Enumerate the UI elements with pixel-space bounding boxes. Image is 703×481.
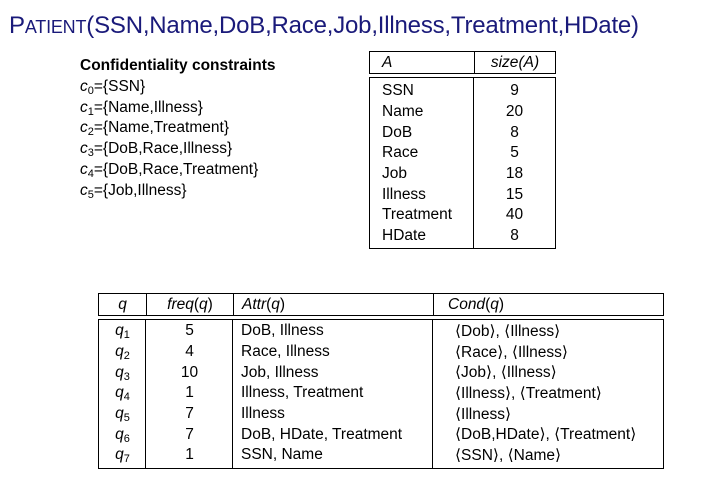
attribute-table-header: A size(A) (369, 51, 556, 74)
query-condition: ⟨Race⟩, ⟨Illness⟩ (455, 343, 568, 361)
attribute-size-table: A size(A) SSN 9 Name 20 DoB 8 Race 5 Job 18 Illnes… (369, 51, 556, 249)
constraint-item: c1={Name,Illness} (80, 98, 203, 118)
attribute-table-body: SSN 9 Name 20 DoB 8 Race 5 Job 18 Illness 15 Treatme… (369, 77, 556, 249)
query-row: q7 1 SSN, Name ⟨SSN⟩, ⟨Name⟩ (99, 445, 663, 466)
query-attributes: DoB, HDate, Treatment (241, 425, 403, 443)
constraint-item: c4={DoB,Race,Treatment} (80, 160, 259, 180)
attribute-size: 20 (505, 103, 524, 121)
header-condition: Cond(q) (433, 294, 663, 315)
constraint-item: c0={SSN} (80, 77, 146, 97)
column-divider (232, 320, 233, 468)
query-condition: ⟨SSN⟩, ⟨Name⟩ (455, 446, 562, 464)
attribute-row: Job 18 (370, 164, 555, 185)
query-id: q7 (115, 446, 130, 466)
query-condition: ⟨Job⟩, ⟨Illness⟩ (455, 364, 557, 382)
column-divider (432, 320, 433, 468)
attribute-size: 8 (510, 123, 519, 141)
query-table-header: q freq(q) Attr(q) Cond(q) (98, 293, 664, 316)
attribute-name: Race (382, 144, 419, 162)
query-attributes: Job, Illness (241, 363, 319, 381)
query-attributes: DoB, Illness (241, 322, 324, 340)
attribute-size: 9 (510, 82, 519, 100)
query-row: q4 1 Illness, Treatment ⟨Illness⟩, ⟨Treatme… (99, 383, 663, 404)
header-frequency: freq(q) (146, 294, 233, 315)
attribute-size: 18 (505, 165, 524, 183)
query-condition: ⟨Illness⟩ (455, 405, 512, 423)
query-row: q6 7 DoB, HDate, Treatment ⟨DoB,HDate⟩, ⟨Tr… (99, 424, 663, 445)
query-id: q6 (115, 425, 130, 445)
query-id: q1 (115, 322, 130, 342)
query-id: q2 (115, 343, 130, 363)
query-condition: ⟨DoB,HDate⟩, ⟨Treatment⟩ (455, 426, 637, 444)
query-row: q5 7 Illness ⟨Illness⟩ (99, 404, 663, 425)
constraint-item: c3={DoB,Race,Illness} (80, 140, 233, 160)
attribute-row: Race 5 (370, 143, 555, 164)
attribute-row: DoB 8 (370, 122, 555, 143)
query-frequency: 1 (185, 384, 194, 402)
attribute-name: Illness (382, 185, 426, 203)
attribute-name: SSN (382, 82, 414, 100)
query-row: q2 4 Race, Illness ⟨Race⟩, ⟨Illness⟩ (99, 342, 663, 363)
attribute-name: Job (382, 165, 407, 183)
attribute-row: HDate 8 (370, 226, 555, 247)
constraint-item: c2={Name,Treatment} (80, 119, 229, 139)
query-frequency: 10 (180, 363, 199, 381)
column-divider (473, 78, 474, 248)
attribute-row: Treatment 40 (370, 205, 555, 226)
attribute-size: 8 (510, 227, 519, 245)
query-id: q5 (115, 405, 130, 425)
attribute-name: HDate (382, 227, 426, 245)
attribute-row: Illness 15 (370, 184, 555, 205)
query-frequency: 5 (185, 322, 194, 340)
attribute-size: 15 (505, 185, 524, 203)
attribute-name: Name (382, 103, 424, 121)
relation-name-rest: ATIENT (24, 17, 87, 37)
query-attributes: Illness, Treatment (241, 384, 364, 402)
query-frequency: 4 (185, 343, 194, 361)
header-size: size(A) (474, 52, 555, 73)
relation-attributes: (SSN,Name,DoB,Race,Job,Illness,Treatment… (86, 12, 639, 39)
query-row: q1 5 DoB, Illness ⟨Dob⟩, ⟨Illness⟩ (99, 321, 663, 342)
attribute-row: SSN 9 (370, 81, 555, 102)
constraints-heading: Confidentiality constraints (80, 57, 276, 74)
query-id: q3 (115, 363, 130, 383)
query-frequency: 7 (185, 425, 194, 443)
relation-name-initial: P (9, 12, 25, 39)
header-query: q (118, 295, 127, 313)
query-attributes: Race, Illness (241, 343, 330, 361)
relation-schema-title: PATIENT(SSN,Name,DoB,Race,Job,Illness,Tr… (9, 12, 639, 40)
header-attributes: Attr(q) (233, 294, 433, 315)
query-workload-table: q freq(q) Attr(q) Cond(q) q1 5 DoB, Illnes… (98, 293, 664, 469)
attribute-name: DoB (382, 123, 413, 141)
query-table-body: q1 5 DoB, Illness ⟨Dob⟩, ⟨Illness⟩ q2 4 Race, … (98, 319, 664, 469)
attribute-size: 5 (510, 144, 519, 162)
query-id: q4 (115, 384, 130, 404)
attribute-size: 40 (505, 206, 524, 224)
query-condition: ⟨Dob⟩, ⟨Illness⟩ (455, 322, 561, 340)
query-attributes: Illness (241, 405, 285, 423)
confidentiality-constraints: Confidentiality constraints c0={SSN} c1={… (80, 56, 276, 202)
column-divider (145, 320, 146, 468)
query-frequency: 7 (185, 405, 194, 423)
constraint-item: c5={Job,Illness} (80, 181, 187, 201)
query-condition: ⟨Illness⟩, ⟨Treatment⟩ (455, 384, 602, 402)
query-frequency: 1 (185, 446, 194, 464)
query-attributes: SSN, Name (241, 446, 323, 464)
header-attribute: A (382, 53, 393, 71)
attribute-name: Treatment (382, 206, 453, 224)
constraint-list: c0={SSN} c1={Name,Illness} c2={Name,Treatm… (80, 77, 276, 202)
attribute-row: Name 20 (370, 102, 555, 123)
query-row: q3 10 Job, Illness ⟨Job⟩, ⟨Illness⟩ (99, 362, 663, 383)
